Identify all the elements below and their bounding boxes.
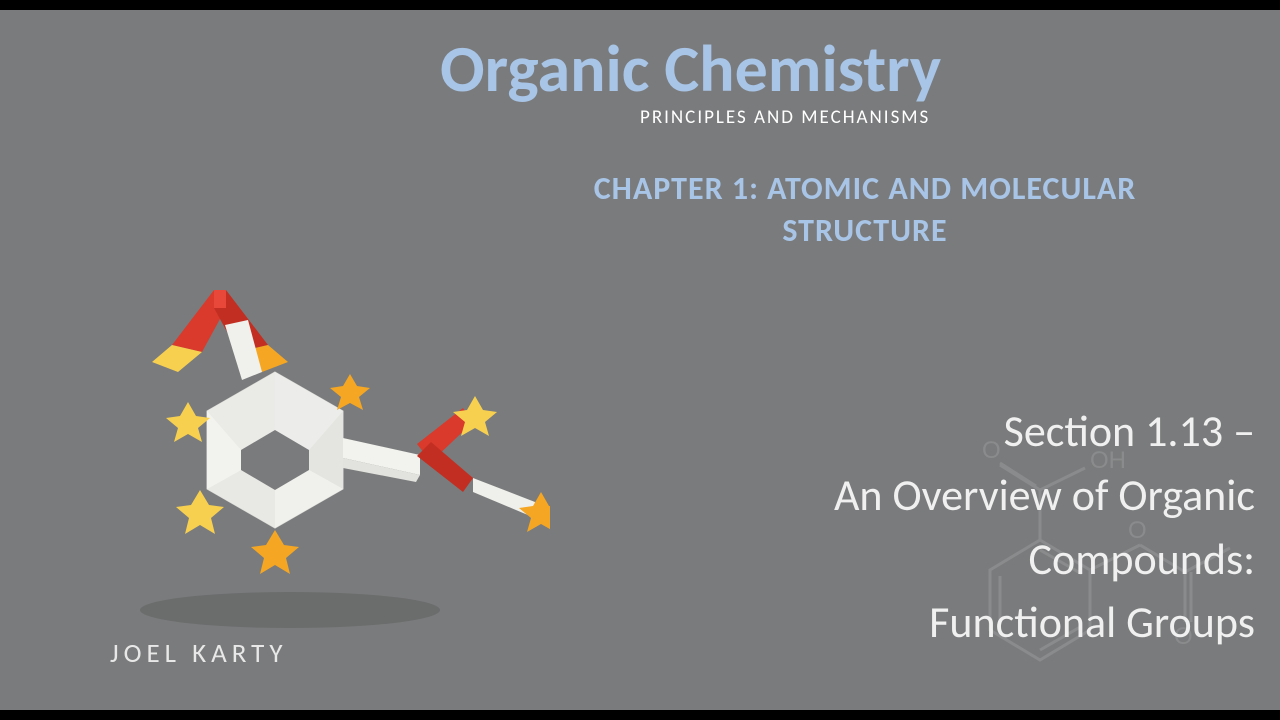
svg-text:O: O: [1128, 517, 1147, 544]
letterbox-bottom: [0, 710, 1280, 720]
letterbox-top: [0, 0, 1280, 10]
molecule-illustration: [70, 220, 550, 660]
svg-text:O: O: [1174, 623, 1193, 650]
book-title: Organic Chemistry: [440, 28, 941, 109]
presentation-slide: Organic Chemistry PRINCIPLES AND MECHANI…: [0, 10, 1280, 710]
watermark-molecule: O OH O O: [870, 390, 1270, 710]
chapter-title: CHAPTER 1: ATOMIC AND MOLECULAR STRUCTUR…: [545, 168, 1185, 251]
svg-text:OH: OH: [1090, 447, 1126, 474]
svg-text:O: O: [982, 437, 1001, 464]
book-subtitle: PRINCIPLES AND MECHANISMS: [640, 106, 930, 129]
